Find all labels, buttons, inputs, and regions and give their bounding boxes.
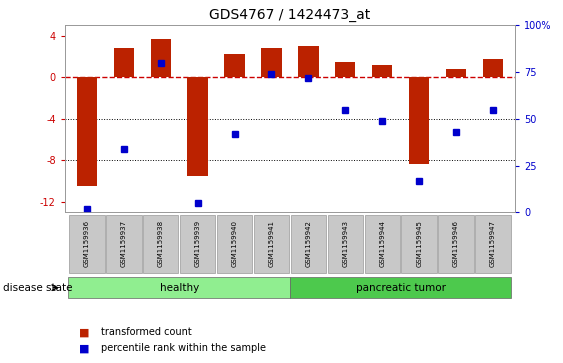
Bar (217, 215, 252, 273)
Text: pancreatic tumor: pancreatic tumor (356, 283, 446, 293)
Bar (150, 39, 171, 77)
Bar (69, 215, 105, 273)
Text: ■: ■ (79, 327, 90, 337)
Text: GSM1159940: GSM1159940 (231, 220, 238, 267)
Bar (483, 59, 503, 77)
Bar (298, 46, 319, 77)
Text: percentile rank within the sample: percentile rank within the sample (101, 343, 266, 354)
Text: GSM1159936: GSM1159936 (84, 220, 90, 267)
Bar (261, 48, 282, 77)
Bar (364, 215, 400, 273)
Title: GDS4767 / 1424473_at: GDS4767 / 1424473_at (209, 8, 370, 22)
Bar (372, 65, 392, 77)
Text: GSM1159945: GSM1159945 (416, 220, 422, 267)
Bar (225, 54, 245, 77)
Text: GSM1159942: GSM1159942 (305, 220, 311, 267)
Text: GSM1159947: GSM1159947 (490, 220, 496, 267)
Text: GSM1159939: GSM1159939 (195, 220, 200, 267)
Bar (439, 215, 474, 273)
Text: GSM1159941: GSM1159941 (269, 220, 275, 267)
Text: transformed count: transformed count (101, 327, 192, 337)
Bar (254, 215, 289, 273)
Text: GSM1159938: GSM1159938 (158, 220, 164, 267)
Bar (180, 215, 216, 273)
Bar (106, 215, 141, 273)
Bar (69, 277, 290, 298)
Text: ■: ■ (79, 343, 90, 354)
Bar (77, 77, 97, 186)
Text: GSM1159944: GSM1159944 (379, 220, 385, 267)
Bar (328, 215, 363, 273)
Bar (409, 77, 430, 164)
Text: GSM1159937: GSM1159937 (121, 220, 127, 267)
Bar (446, 69, 466, 77)
Bar (335, 62, 355, 77)
Text: healthy: healthy (159, 283, 199, 293)
Text: GSM1159946: GSM1159946 (453, 220, 459, 267)
Bar (114, 48, 134, 77)
Bar (475, 215, 511, 273)
Text: GSM1159943: GSM1159943 (342, 220, 348, 267)
Bar (291, 215, 326, 273)
Bar (187, 77, 208, 176)
Bar (143, 215, 178, 273)
Text: disease state: disease state (3, 283, 72, 293)
Bar (401, 215, 437, 273)
Bar (290, 277, 511, 298)
